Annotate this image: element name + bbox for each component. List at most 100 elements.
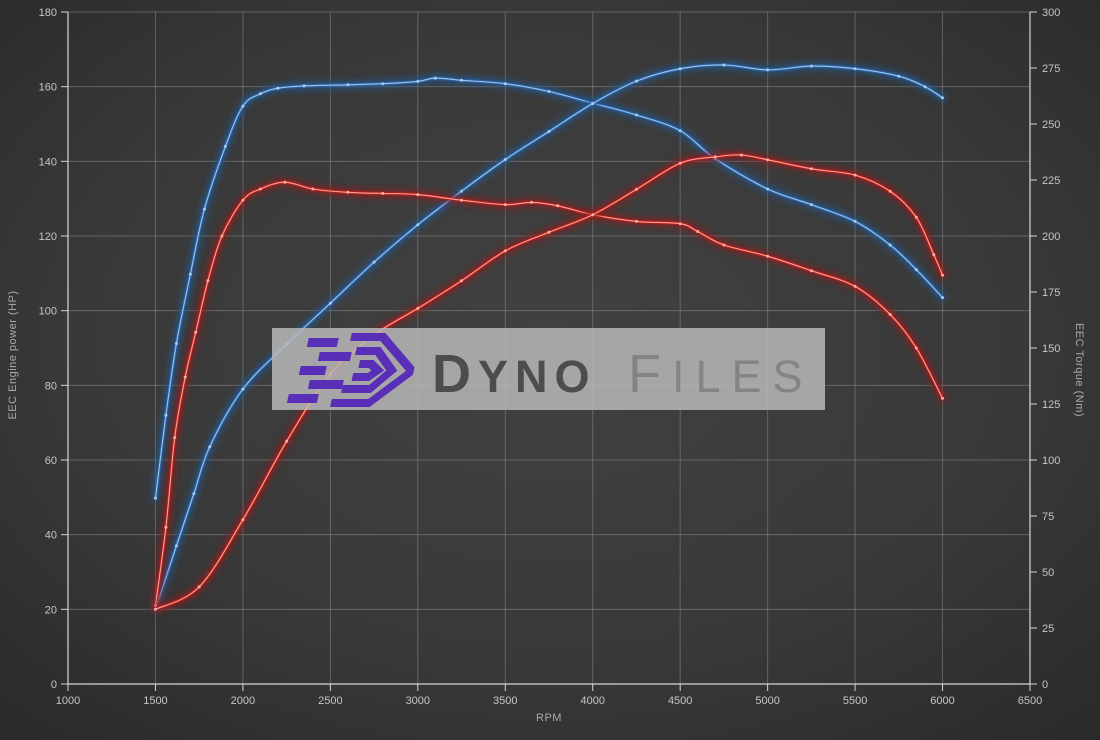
y-right-tick-label: 125 <box>1042 399 1060 411</box>
y-right-tick-label: 150 <box>1042 343 1060 355</box>
series-stock-torque-point <box>220 234 224 238</box>
series-stock-torque-point <box>258 187 262 191</box>
x-tick-label: 3500 <box>493 695 517 707</box>
y-right-tick-label: 175 <box>1042 287 1060 299</box>
series-stock-power-point <box>739 153 743 157</box>
series-stock-torque-point <box>853 284 857 288</box>
y-right-tick-label: 300 <box>1042 7 1060 19</box>
series-stock-power <box>151 150 947 614</box>
series-tuned-power-point <box>503 158 507 161</box>
series-tuned-power-point <box>416 223 420 227</box>
series-stock-torque-point <box>635 219 638 223</box>
tick-labels: 0 20 40 60 80 100 120 140 160 180 0 25 50 75 100 125 150… <box>39 7 1061 707</box>
series-stock-torque-point <box>914 346 918 350</box>
series-stock-torque-point <box>530 200 533 204</box>
series-tuned-torque-point <box>503 82 507 86</box>
series-tuned-torque-point <box>258 92 262 96</box>
series-stock-power-point <box>888 189 892 193</box>
x-tick-label: 5000 <box>755 695 779 707</box>
series-stock-power-point <box>241 518 245 522</box>
series-tuned-torque-point <box>678 129 682 133</box>
y-right-tick-label: 75 <box>1042 511 1054 523</box>
series-stock-power-point <box>766 158 770 162</box>
series-tuned-torque-point <box>302 84 306 88</box>
series-stock-power-point <box>914 215 918 219</box>
series-stock-torque-point <box>241 198 245 202</box>
y-left-tick-label: 180 <box>39 7 57 19</box>
series-stock-power-point <box>154 607 157 611</box>
y-left-tick-label: 100 <box>39 306 57 318</box>
series-stock-torque-point <box>503 203 507 207</box>
y-right-tick-label: 200 <box>1042 231 1060 243</box>
series-tuned-power-core <box>154 64 944 610</box>
series-stock-power-point <box>547 230 551 234</box>
series-tuned-torque-point <box>202 207 206 211</box>
series-stock-torque-point <box>722 243 726 247</box>
gridlines <box>67 11 1031 685</box>
y-left-tick-label: 140 <box>39 156 57 168</box>
series-stock-power-point <box>932 253 936 257</box>
y-right-tick-label: 250 <box>1042 119 1060 131</box>
series-stock-torque-point <box>311 187 315 191</box>
x-axis-title: RPM <box>536 712 562 724</box>
series-stock-power-point <box>591 213 595 217</box>
series-tuned-torque-point <box>154 496 157 500</box>
series-tuned-power-point <box>923 85 927 89</box>
series-stock-power-point <box>809 167 813 171</box>
series-tuned-power-point <box>372 260 376 264</box>
series-stock-power-point <box>416 306 420 310</box>
series-stock-power-point <box>853 173 857 177</box>
series-tuned-torque-point <box>276 86 280 90</box>
series-stock-torque <box>151 178 947 610</box>
series-stock-torque-point <box>173 436 177 440</box>
series-stock-power-point <box>285 439 289 443</box>
series-stock-torque-point <box>696 230 700 233</box>
series-stock-power-point <box>941 273 944 277</box>
series-tuned-torque-point <box>416 79 420 83</box>
series-curves <box>151 60 947 614</box>
series-tuned-torque <box>151 74 947 503</box>
watermark-brand-dyno: DYNO <box>432 344 597 404</box>
series-tuned-torque-point <box>223 144 227 148</box>
x-tick-label: 2500 <box>318 695 342 707</box>
series-stock-torque-point <box>381 191 385 195</box>
series-stock-power-point <box>503 249 507 253</box>
series-tuned-torque-point <box>174 342 178 345</box>
series-stock-torque-point <box>678 222 682 226</box>
y-left-tick-label: 0 <box>51 679 57 691</box>
series-stock-power-point <box>197 585 201 589</box>
x-tick-label: 4500 <box>668 695 692 707</box>
series-stock-torque-point <box>766 254 770 258</box>
series-tuned-torque-point <box>381 82 385 86</box>
series-tuned-power-point <box>174 544 178 548</box>
y-left-tick-label: 120 <box>39 231 57 243</box>
series-stock-torque-point <box>416 193 420 197</box>
watermark-box <box>272 328 825 410</box>
series-tuned-power-point <box>635 79 638 83</box>
y-right-tick-label: 0 <box>1042 679 1048 691</box>
y-right-tick-label: 275 <box>1042 63 1060 75</box>
series-tuned-torque-point <box>433 76 437 80</box>
series-tuned-torque-point <box>888 243 892 247</box>
y-axis-left-title: EEC Engine power (HP) <box>7 290 19 419</box>
dynofiles-logo-icon <box>286 333 415 407</box>
series-stock-torque-core <box>154 181 944 607</box>
series-stock-power-point <box>460 279 463 283</box>
series-stock-torque-point <box>460 198 463 202</box>
series-tuned-torque-point <box>914 268 918 272</box>
series-stock-torque-point <box>183 375 187 379</box>
y-left-tick-label: 160 <box>39 82 57 94</box>
y-left-tick-label: 60 <box>45 455 57 467</box>
y-right-tick-label: 50 <box>1042 567 1054 579</box>
series-tuned-torque-point <box>766 187 770 191</box>
y-left-tick-label: 40 <box>45 530 57 542</box>
series-stock-torque-point <box>206 279 210 283</box>
series-stock-power-point <box>635 187 638 191</box>
series-stock-power-point <box>713 155 717 159</box>
series-tuned-power-point <box>241 387 245 391</box>
series-tuned-torque-point <box>809 203 813 207</box>
series-tuned-power-point <box>941 96 944 100</box>
y-axis-right-title: EEC Torque (Nm) <box>1073 323 1085 417</box>
watermark: DYNO FILES <box>272 328 825 410</box>
